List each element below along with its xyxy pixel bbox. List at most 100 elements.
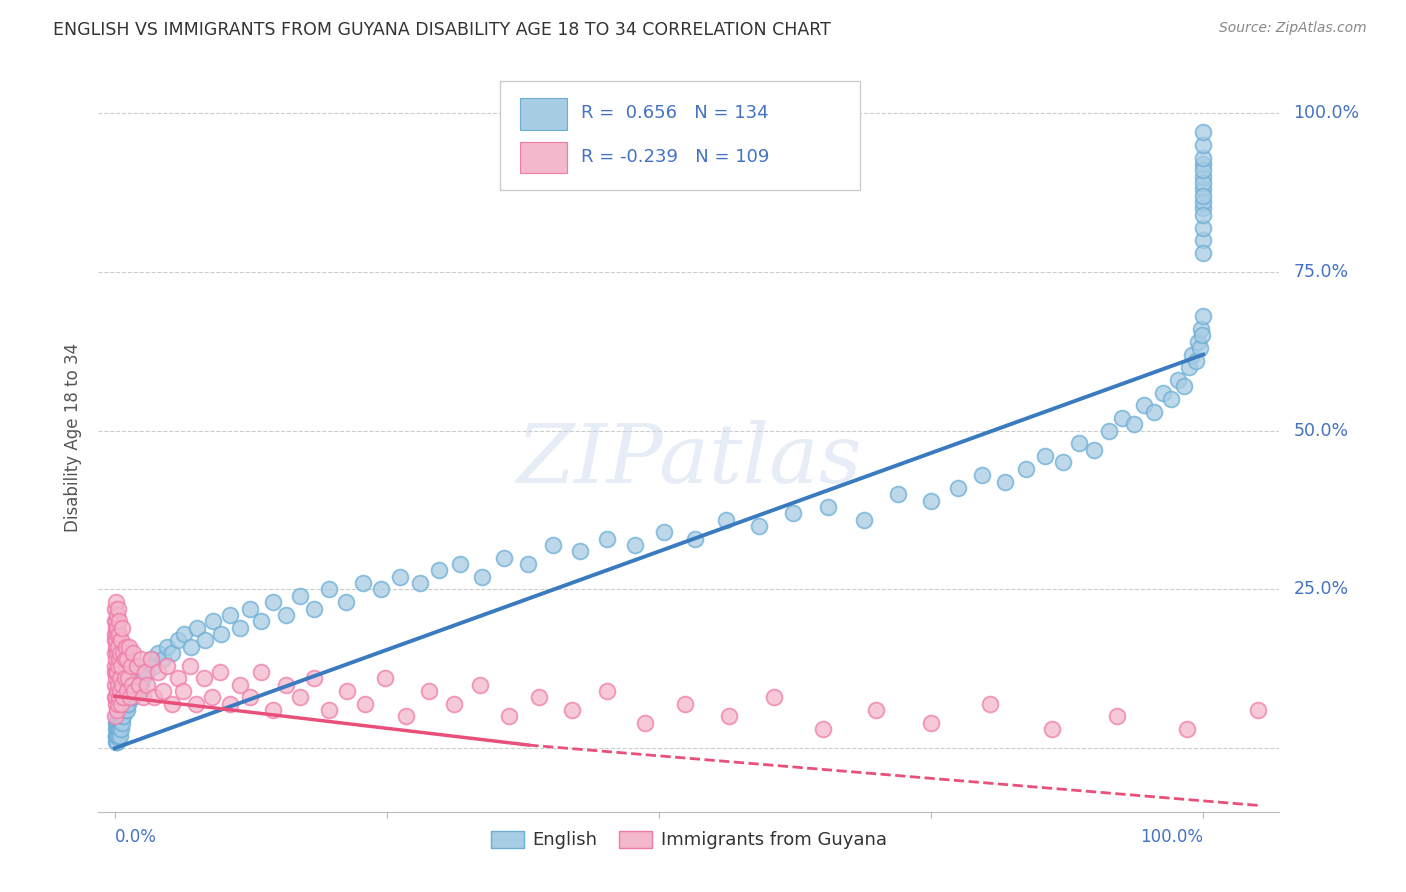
Point — [152, 652, 174, 666]
Point — [288, 690, 311, 705]
Point — [108, 627, 131, 641]
Point — [104, 735, 127, 749]
Point — [115, 690, 138, 705]
Point — [1192, 195, 1215, 210]
Text: ZIPatlas: ZIPatlas — [516, 419, 862, 500]
FancyBboxPatch shape — [520, 142, 567, 173]
Point — [104, 678, 127, 692]
Point — [104, 633, 127, 648]
Point — [1192, 138, 1215, 153]
Point — [114, 652, 136, 666]
Point — [852, 513, 875, 527]
Point — [302, 672, 325, 686]
Point — [122, 646, 145, 660]
Point — [1040, 722, 1063, 736]
Point — [108, 652, 131, 666]
Point — [388, 570, 411, 584]
Point — [104, 627, 127, 641]
FancyBboxPatch shape — [501, 81, 860, 190]
Point — [673, 697, 696, 711]
Point — [1069, 436, 1091, 450]
Point — [596, 684, 619, 698]
Point — [104, 722, 127, 736]
Point — [817, 500, 839, 514]
Point — [114, 640, 136, 654]
Point — [134, 658, 156, 673]
Point — [124, 684, 146, 698]
Point — [1191, 328, 1213, 343]
Point — [107, 703, 129, 717]
Point — [121, 684, 143, 698]
Point — [624, 538, 647, 552]
Point — [105, 703, 128, 717]
Point — [887, 487, 910, 501]
Text: 75.0%: 75.0% — [1294, 263, 1348, 281]
Point — [543, 538, 565, 552]
Point — [180, 640, 202, 654]
Point — [249, 665, 271, 679]
FancyBboxPatch shape — [520, 98, 567, 130]
Point — [201, 614, 224, 628]
Point — [105, 665, 128, 679]
Point — [1192, 151, 1215, 165]
Point — [443, 697, 465, 711]
Point — [127, 684, 149, 698]
Point — [124, 678, 146, 692]
Point — [112, 697, 135, 711]
Point — [105, 646, 128, 660]
Point — [114, 703, 136, 717]
Point — [105, 684, 128, 698]
Point — [336, 684, 359, 698]
Point — [1192, 163, 1215, 178]
Point — [104, 729, 127, 743]
Point — [110, 709, 132, 723]
Point — [1192, 208, 1215, 222]
Point — [229, 678, 252, 692]
Point — [115, 703, 138, 717]
Point — [408, 576, 430, 591]
Point — [302, 601, 325, 615]
Point — [683, 532, 706, 546]
Point — [239, 601, 262, 615]
Point — [115, 684, 138, 698]
Point — [1247, 703, 1270, 717]
Point — [111, 678, 134, 692]
Point — [114, 690, 136, 705]
Point — [112, 690, 135, 705]
Point — [148, 665, 170, 679]
Point — [129, 652, 152, 666]
Point — [152, 684, 174, 698]
Point — [494, 550, 516, 565]
Point — [104, 658, 127, 673]
Point — [288, 589, 311, 603]
Point — [117, 672, 139, 686]
Point — [782, 506, 804, 520]
Point — [529, 690, 551, 705]
Point — [162, 646, 184, 660]
Text: R = -0.239   N = 109: R = -0.239 N = 109 — [582, 148, 770, 166]
Point — [107, 697, 129, 711]
Point — [107, 722, 129, 736]
Point — [471, 570, 494, 584]
Point — [108, 703, 131, 717]
Point — [179, 658, 201, 673]
Point — [717, 709, 740, 723]
Text: 25.0%: 25.0% — [1294, 581, 1348, 599]
Point — [1015, 462, 1038, 476]
Point — [274, 607, 297, 622]
Point — [104, 715, 127, 730]
Point — [1192, 202, 1215, 216]
Point — [1192, 310, 1215, 324]
Point — [1160, 392, 1182, 406]
Point — [920, 715, 942, 730]
Point — [108, 709, 131, 723]
Point — [1192, 246, 1215, 260]
Point — [249, 614, 271, 628]
Point — [1178, 360, 1201, 375]
Point — [110, 658, 132, 673]
Point — [209, 665, 232, 679]
Point — [1122, 417, 1144, 432]
Point — [104, 729, 127, 743]
Text: ENGLISH VS IMMIGRANTS FROM GUYANA DISABILITY AGE 18 TO 34 CORRELATION CHART: ENGLISH VS IMMIGRANTS FROM GUYANA DISABI… — [53, 21, 831, 39]
Point — [105, 627, 128, 641]
